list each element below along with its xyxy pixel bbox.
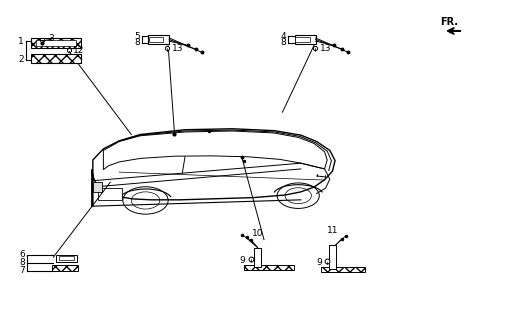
Text: 13: 13 [320, 44, 332, 53]
Bar [295, 37, 310, 43]
Text: 2: 2 [18, 55, 24, 64]
Text: 10: 10 [252, 229, 263, 238]
Bar [295, 35, 316, 44]
Text: 7: 7 [19, 266, 25, 276]
Bar [31, 53, 81, 62]
Text: 5: 5 [134, 32, 140, 41]
Bar [56, 255, 77, 262]
Bar [98, 188, 122, 200]
Text: 1: 1 [18, 37, 24, 46]
Bar [149, 37, 164, 43]
Bar [36, 40, 76, 46]
Bar [59, 256, 74, 260]
Bar [329, 245, 336, 269]
Text: 8: 8 [19, 259, 25, 268]
Bar [254, 248, 261, 267]
Text: 3: 3 [48, 35, 54, 44]
Text: 6: 6 [19, 251, 25, 260]
Bar [148, 35, 169, 44]
Text: 9: 9 [316, 258, 322, 267]
Bar [320, 267, 365, 272]
Text: 12: 12 [73, 46, 84, 55]
Text: 9: 9 [240, 256, 246, 265]
Text: FR.: FR. [440, 17, 458, 27]
Bar [52, 265, 78, 271]
Text: 13: 13 [172, 44, 183, 53]
Text: 4: 4 [280, 32, 286, 41]
Text: 8: 8 [280, 38, 286, 47]
Bar [244, 265, 294, 270]
Bar [31, 38, 81, 48]
Text: 11: 11 [327, 226, 338, 235]
Bar [93, 182, 102, 192]
Text: 8: 8 [134, 38, 140, 47]
